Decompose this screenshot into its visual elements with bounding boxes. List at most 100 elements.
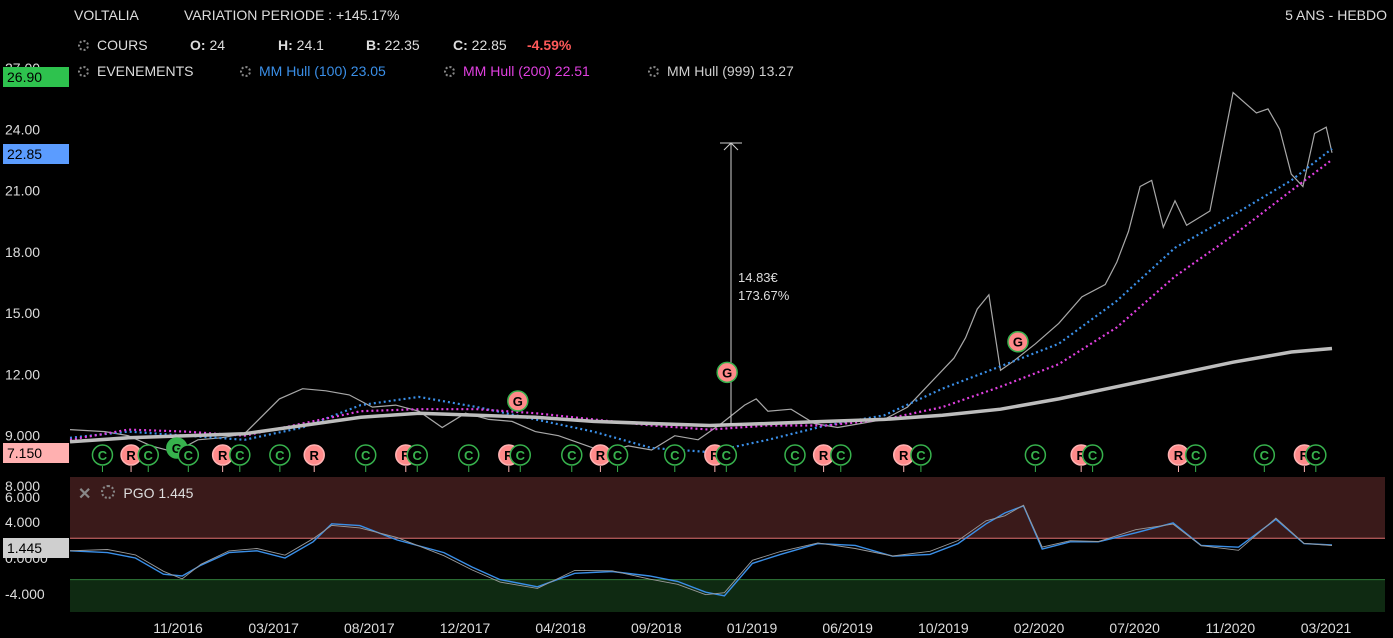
change-value: -4.59% xyxy=(527,37,572,53)
event-marker-r[interactable]: R xyxy=(812,444,835,472)
event-marker-c[interactable]: C xyxy=(910,444,932,472)
event-circle xyxy=(1253,444,1276,466)
event-circle xyxy=(269,444,291,466)
event-marker-r[interactable]: R xyxy=(120,444,142,472)
event-letter: C xyxy=(361,448,371,463)
event-marker-c[interactable]: C xyxy=(1253,444,1276,472)
event-letter: R xyxy=(310,448,320,463)
event-letter: C xyxy=(613,448,623,463)
event-marker-c[interactable]: C xyxy=(784,444,806,472)
event-letter: C xyxy=(1191,448,1201,463)
event-letter: R xyxy=(1300,448,1310,463)
series-hull100 xyxy=(69,147,1333,454)
series-price xyxy=(69,91,1333,453)
measure-pct: 173.67% xyxy=(738,288,790,303)
event-letter: R xyxy=(401,448,411,463)
series-group xyxy=(69,91,1333,597)
event-marker-c[interactable]: C xyxy=(269,444,291,472)
x-tick-label: 09/2018 xyxy=(631,620,682,636)
bid-value: B: 22.35 xyxy=(366,37,420,53)
main-y-tick: 9.000 xyxy=(5,428,40,444)
timeframe-label[interactable]: 5 ANS - HEBDO xyxy=(1285,7,1387,23)
event-marker-c[interactable]: C xyxy=(664,444,686,472)
event-marker-c[interactable]: C xyxy=(561,444,583,472)
event-marker-g[interactable]: G xyxy=(1007,330,1029,353)
x-tick-label: 02/2020 xyxy=(1014,620,1065,636)
event-circle xyxy=(91,444,114,466)
event-circle xyxy=(715,444,738,466)
event-marker-c[interactable]: C xyxy=(830,444,852,472)
main-y-tick: 21.00 xyxy=(5,183,40,199)
events-toggle[interactable]: EVENEMENTS xyxy=(78,63,193,79)
gear-icon[interactable] xyxy=(101,485,116,499)
gear-icon[interactable] xyxy=(78,40,89,51)
event-circle xyxy=(229,444,251,466)
instrument-title: VOLTALIA xyxy=(74,7,139,23)
pgo-label: PGO xyxy=(123,485,155,501)
event-marker-c[interactable]: C xyxy=(406,444,428,472)
event-letter: C xyxy=(98,448,108,463)
event-circle xyxy=(507,390,529,412)
event-letter: R xyxy=(819,448,829,463)
event-marker-g[interactable]: G xyxy=(716,361,738,384)
event-marker-c[interactable]: C xyxy=(177,444,200,472)
x-tick-label: 11/2016 xyxy=(153,620,203,636)
event-marker-r[interactable]: R xyxy=(303,444,325,472)
event-circle xyxy=(1081,444,1104,466)
event-circle xyxy=(1184,444,1207,466)
event-marker-c[interactable]: C xyxy=(229,444,251,472)
x-tick-label: 04/2018 xyxy=(535,620,586,636)
event-marker-c[interactable]: C xyxy=(1184,444,1207,472)
event-marker-c[interactable]: C xyxy=(91,444,114,472)
pgo-bands xyxy=(70,477,1385,612)
event-circle xyxy=(716,361,738,384)
event-circle xyxy=(830,444,852,466)
hull100-legend[interactable]: MM Hull (100) 23.05 xyxy=(240,63,386,79)
event-marker-c[interactable]: C xyxy=(1081,444,1104,472)
event-marker-c[interactable]: C xyxy=(1305,444,1327,472)
event-circle xyxy=(606,444,629,466)
x-axis: 11/2016 03/2017 08/2017 12/2017 04/2018 09/20… xyxy=(153,620,1351,636)
series-hull200 xyxy=(69,158,1333,441)
event-marker-r[interactable]: R xyxy=(1167,444,1190,472)
series-pgo-raw xyxy=(69,504,1333,596)
event-marker-c[interactable]: C xyxy=(1024,444,1047,472)
x-tick-label: 01/2019 xyxy=(727,620,778,636)
event-marker-r[interactable]: R xyxy=(892,444,915,472)
event-circle xyxy=(561,444,583,466)
event-letter: C xyxy=(836,448,846,463)
x-tick-label: 03/2021 xyxy=(1301,620,1352,636)
main-y-tick: 24.00 xyxy=(5,121,40,137)
x-tick-label: 08/2017 xyxy=(344,620,395,636)
price-box-bottom: 7.150 xyxy=(3,443,69,463)
event-marker-c[interactable]: C xyxy=(354,444,377,472)
event-marker-c[interactable]: C xyxy=(606,444,629,472)
x-tick-label: 10/2019 xyxy=(918,620,969,636)
event-marker-c[interactable]: C xyxy=(458,444,480,472)
x-tick-label: 03/2017 xyxy=(248,620,299,636)
event-letter: G xyxy=(172,441,182,456)
hull999-legend[interactable]: MM Hull (999) 13.27 xyxy=(648,63,794,79)
event-letter: C xyxy=(1088,448,1098,463)
gear-icon[interactable] xyxy=(648,66,659,77)
x-tick-label: 12/2017 xyxy=(440,620,491,636)
event-letter: G xyxy=(722,365,732,380)
event-marker-c[interactable]: C xyxy=(509,444,532,472)
event-marker-r[interactable]: R xyxy=(211,444,234,472)
gear-icon[interactable] xyxy=(78,66,89,77)
event-letter: R xyxy=(899,448,909,463)
event-circle xyxy=(458,444,480,466)
event-letter: R xyxy=(710,448,720,463)
gear-icon[interactable] xyxy=(240,66,251,77)
gear-icon[interactable] xyxy=(444,66,455,77)
event-marker-r[interactable]: R xyxy=(589,444,612,472)
event-marker-c[interactable]: C xyxy=(137,444,159,472)
close-icon[interactable]: ✕ xyxy=(78,486,92,503)
event-marker-c[interactable]: C xyxy=(715,444,738,472)
hull200-legend[interactable]: MM Hull (200) 22.51 xyxy=(444,63,590,79)
events-label: EVENEMENTS xyxy=(97,63,194,79)
pgo-box-last: 1.445 xyxy=(3,538,69,558)
main-y-tick: 15.00 xyxy=(5,305,40,321)
event-marker-g[interactable]: G xyxy=(507,390,529,412)
